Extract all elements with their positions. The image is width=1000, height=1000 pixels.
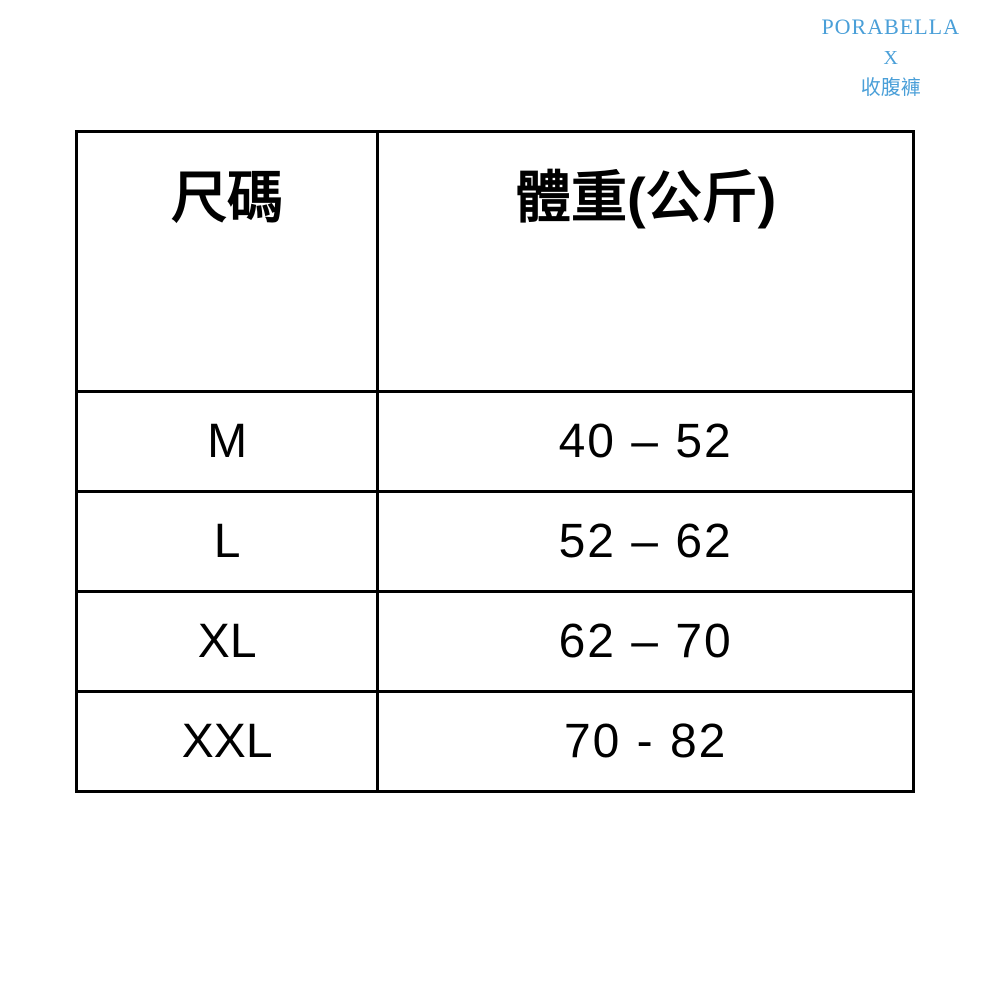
table-row: L 52 – 62 <box>77 492 914 592</box>
weight-value: 70 - 82 <box>378 692 914 792</box>
weight-value: 40 – 52 <box>378 392 914 492</box>
table-row: XXL 70 - 82 <box>77 692 914 792</box>
size-chart-table: 尺碼 體重(公斤) M 40 – 52 L 52 – 62 XL 62 – 70… <box>75 130 915 793</box>
size-value: L <box>77 492 378 592</box>
header-weight: 體重(公斤) <box>378 132 914 392</box>
weight-value: 52 – 62 <box>378 492 914 592</box>
size-value: XL <box>77 592 378 692</box>
brand-watermark: PORABELLA X 收腹褲 <box>821 10 960 103</box>
size-value: M <box>77 392 378 492</box>
size-value: XXL <box>77 692 378 792</box>
watermark-separator: X <box>821 43 960 73</box>
table-row: XL 62 – 70 <box>77 592 914 692</box>
table-header-row: 尺碼 體重(公斤) <box>77 132 914 392</box>
watermark-product: 收腹褲 <box>821 73 960 103</box>
table-row: M 40 – 52 <box>77 392 914 492</box>
watermark-brand: PORABELLA <box>821 10 960 43</box>
weight-value: 62 – 70 <box>378 592 914 692</box>
header-size: 尺碼 <box>77 132 378 392</box>
size-chart-container: 尺碼 體重(公斤) M 40 – 52 L 52 – 62 XL 62 – 70… <box>75 130 915 793</box>
